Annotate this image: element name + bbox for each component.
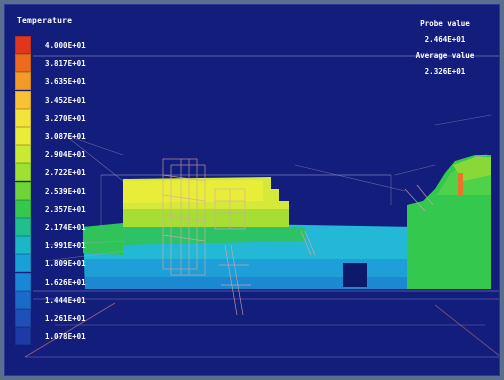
legend-tick-label: 1.809E+01 bbox=[45, 259, 86, 269]
probe-value: 2.464E+01 bbox=[424, 35, 466, 44]
legend-tick-label: 3.635E+01 bbox=[45, 77, 86, 87]
legend-tick-label: 2.357E+01 bbox=[45, 204, 86, 214]
perspective-lines bbox=[44, 114, 492, 262]
legend-swatch bbox=[15, 145, 31, 164]
legend-swatch bbox=[15, 309, 31, 327]
legend-swatch bbox=[15, 236, 31, 255]
legend-swatch bbox=[15, 90, 31, 109]
legend-tick-label: 2.174E+01 bbox=[45, 223, 86, 232]
legend-swatch bbox=[15, 36, 31, 54]
legend-swatch bbox=[15, 127, 31, 145]
cavity bbox=[343, 263, 367, 287]
legend-swatch bbox=[15, 199, 31, 218]
temperature-scene bbox=[24, 55, 499, 358]
right-hot-spot bbox=[458, 173, 463, 195]
legend-tick-label: 1.078E+01 bbox=[45, 332, 86, 342]
legend-swatch bbox=[15, 163, 31, 182]
legend-swatch bbox=[15, 218, 31, 236]
legend-swatch bbox=[15, 108, 31, 127]
hot-block-lower bbox=[123, 209, 289, 227]
legend-tick-label: 2.539E+01 bbox=[45, 186, 86, 196]
legend-tick-label: 2.904E+01 bbox=[45, 150, 86, 160]
green-region-mid bbox=[123, 225, 305, 245]
legend-tick-label: 1.444E+01 bbox=[45, 295, 86, 305]
legend-swatch bbox=[15, 272, 31, 291]
legend-tick-label: 1.626E+01 bbox=[45, 277, 86, 287]
legend-swatch bbox=[15, 72, 31, 91]
legend-tick-label: 1.991E+01 bbox=[45, 241, 86, 251]
hot-core bbox=[123, 180, 263, 203]
floor-line bbox=[434, 304, 499, 357]
probe-label: Probe value bbox=[420, 19, 470, 28]
legend-tick-label: 4.000E+01 bbox=[45, 41, 86, 50]
green-region-left bbox=[83, 223, 123, 255]
legend-tick-label: 3.452E+01 bbox=[45, 95, 86, 105]
probe-panel: Probe value 2.464E+01 Average value 2.32… bbox=[405, 16, 485, 80]
wireframe-rack bbox=[162, 154, 488, 316]
legend-swatch bbox=[15, 327, 31, 346]
legend-tick-label: 2.722E+01 bbox=[45, 168, 86, 178]
average-label: Average value bbox=[415, 51, 475, 60]
legend-tick-label: 1.261E+01 bbox=[45, 314, 86, 323]
floor-line bbox=[24, 302, 116, 358]
average-value: 2.326E+01 bbox=[424, 67, 466, 76]
legend-swatch bbox=[15, 254, 31, 273]
legend-swatch bbox=[15, 54, 31, 73]
legend-tick-label: 3.817E+01 bbox=[45, 59, 86, 69]
legend-title: Temperature bbox=[17, 16, 73, 25]
legend-tick-label: 3.270E+01 bbox=[45, 113, 86, 123]
domain-bottom-band bbox=[85, 277, 415, 289]
legend-tick-label: 3.087E+01 bbox=[45, 132, 86, 141]
legend-swatch bbox=[15, 290, 31, 309]
3d-viewport[interactable]: Temperature 4.000E+01 3.817E+01 3.635E+01 3… bbox=[4, 4, 500, 376]
legend-swatch bbox=[15, 181, 31, 200]
